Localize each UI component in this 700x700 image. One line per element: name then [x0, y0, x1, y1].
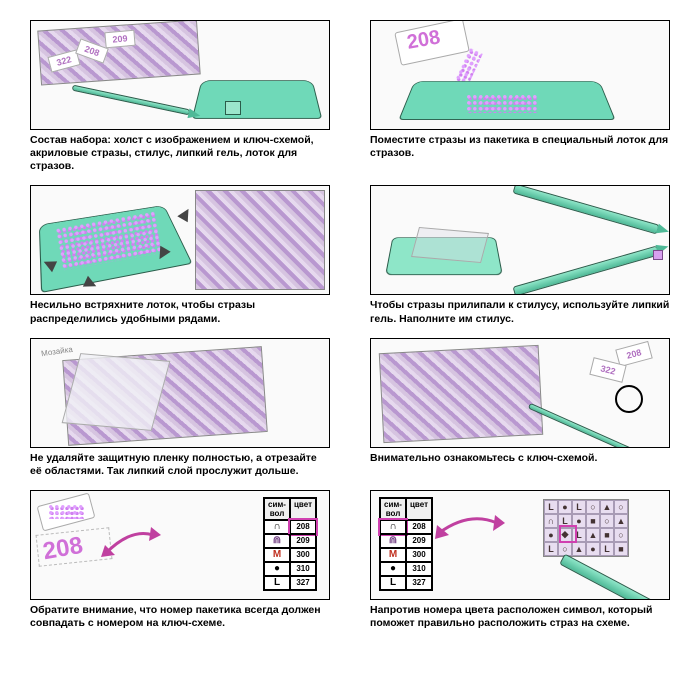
panel-1: 322 208 209 Состав набора: холст с изобр…: [30, 20, 330, 173]
panel-7-illustration: 208 сим-волцвет ∩208 ⋒209 M300 ●310 L327: [30, 490, 330, 600]
panel-3-illustration: [30, 185, 330, 295]
panel-5-illustration: Мозайка: [30, 338, 330, 448]
panel-1-caption: Состав набора: холст с изображением и кл…: [30, 134, 330, 173]
panel-3: Несильно встряхните лоток, чтобы стразы …: [30, 185, 330, 325]
panel-4-illustration: [370, 185, 670, 295]
panel-6-caption: Внимательно ознакомьтесь с ключ-схемой.: [370, 452, 670, 465]
key-table-8: сим-волцвет ∩208 ⋒209 M300 ●310 L327: [379, 497, 433, 591]
symbol-grid: L●L○▲○∩L●■○▲●◆L▲■○L○▲●L■: [543, 499, 629, 557]
panel-2-illustration: 208: [370, 20, 670, 130]
panel-1-illustration: 322 208 209: [30, 20, 330, 130]
panel-8-caption: Напротив номера цвета расположен символ,…: [370, 604, 670, 630]
panel-2-caption: Поместите стразы из пакетика в специальн…: [370, 134, 670, 160]
panel-2: 208 Поместите стразы из пакетика в специ…: [370, 20, 670, 173]
panel-4: Чтобы стразы прилипали к стилусу, исполь…: [370, 185, 670, 325]
panel-8-illustration: сим-волцвет ∩208 ⋒209 M300 ●310 L327 L●L…: [370, 490, 670, 600]
panel-4-caption: Чтобы стразы прилипали к стилусу, исполь…: [370, 299, 670, 325]
panel-5: Мозайка Не удаляйте защитную пленку полн…: [30, 338, 330, 478]
panel-7-caption: Обратите внимание, что номер пакетика вс…: [30, 604, 330, 630]
panel-8: сим-волцвет ∩208 ⋒209 M300 ●310 L327 L●L…: [370, 490, 670, 630]
panel-6: 208 322 Внимательно ознакомьтесь с ключ-…: [370, 338, 670, 478]
key-table-7: сим-волцвет ∩208 ⋒209 M300 ●310 L327: [263, 497, 317, 591]
panel-3-caption: Несильно встряхните лоток, чтобы стразы …: [30, 299, 330, 325]
instruction-grid: 322 208 209 Состав набора: холст с изобр…: [30, 20, 670, 630]
panel-7: 208 сим-волцвет ∩208 ⋒209 M300 ●310 L327…: [30, 490, 330, 630]
panel-6-illustration: 208 322: [370, 338, 670, 448]
panel-5-caption: Не удаляйте защитную пленку полностью, а…: [30, 452, 330, 478]
